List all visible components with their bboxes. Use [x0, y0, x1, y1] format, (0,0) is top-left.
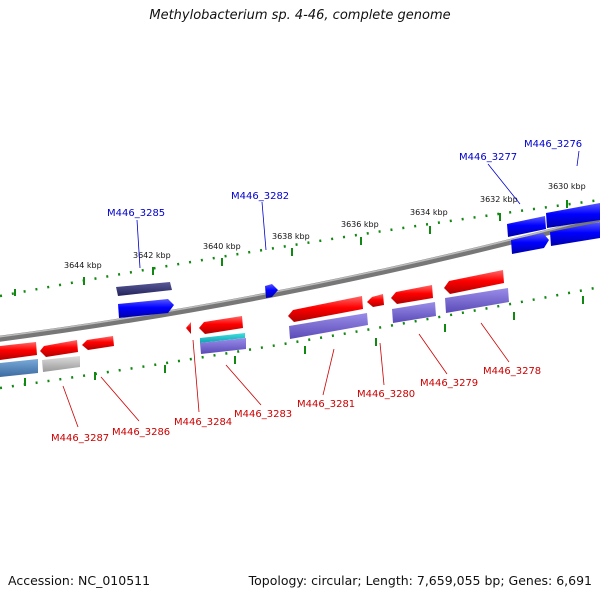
gene-label: M446_3280: [357, 389, 415, 400]
gene-feature[interactable]: [200, 333, 245, 343]
lower-gene-features: [0, 270, 509, 377]
gene-feature[interactable]: [445, 288, 509, 313]
gene-label: M446_3278: [483, 366, 541, 377]
lower-scale: [0, 285, 600, 390]
gene-feature[interactable]: [288, 296, 363, 322]
gene-label: M446_3276: [524, 139, 582, 150]
gene-label: M446_3279: [420, 378, 478, 389]
gene-feature[interactable]: [444, 270, 504, 294]
scale-label: 3630 kbp: [548, 182, 586, 191]
scale-label: 3644 kbp: [64, 261, 102, 270]
upper-gene-features: [116, 203, 600, 318]
gene-feature[interactable]: [82, 336, 114, 350]
scale-labels: 3630 kbp 3632 kbp 3634 kbp 3636 kbp 3638…: [64, 182, 586, 270]
scale-label: 3642 kbp: [133, 251, 171, 260]
gene-feature[interactable]: [391, 285, 433, 304]
gene-feature[interactable]: [186, 322, 191, 334]
gene-feature[interactable]: [367, 294, 384, 307]
scale-label: 3634 kbp: [410, 208, 448, 217]
gene-feature[interactable]: [118, 299, 174, 318]
upper-gene-labels: M446_3276 M446_3277 M446_3282 M446_3285: [107, 139, 582, 269]
gene-feature[interactable]: [507, 216, 546, 237]
gene-label: M446_3285: [107, 208, 165, 219]
gene-feature[interactable]: [392, 302, 436, 323]
gene-label: M446_3287: [51, 433, 109, 444]
gene-feature[interactable]: [550, 222, 600, 246]
scale-label: 3636 kbp: [341, 220, 379, 229]
gene-label: M446_3284: [174, 417, 232, 428]
genome-summary-text: Topology: circular; Length: 7,659,055 bp…: [248, 573, 592, 588]
gene-feature[interactable]: [199, 316, 243, 334]
gene-feature[interactable]: [511, 233, 549, 254]
gene-feature[interactable]: [265, 284, 278, 298]
gene-feature[interactable]: [42, 356, 80, 372]
scale-label: 3632 kbp: [480, 195, 518, 204]
gene-label: M446_3286: [112, 427, 170, 438]
upper-scale: [0, 198, 600, 298]
gene-feature[interactable]: [40, 340, 78, 357]
scale-label: 3638 kbp: [272, 232, 310, 241]
gene-label: M446_3283: [234, 409, 292, 420]
gene-feature[interactable]: [116, 282, 172, 296]
map-title: Methylobacterium sp. 4-46, complete geno…: [149, 8, 451, 23]
gene-feature[interactable]: [0, 342, 37, 360]
accession-text: Accession: NC_010511: [8, 573, 151, 588]
gene-label: M446_3281: [297, 399, 355, 410]
gene-label: M446_3282: [231, 191, 289, 202]
gene-feature[interactable]: [289, 313, 368, 339]
scale-label: 3640 kbp: [203, 242, 241, 251]
gene-feature[interactable]: [200, 338, 246, 354]
lower-gene-labels: M446_3278 M446_3279 M446_3280 M446_3281 …: [51, 322, 541, 444]
gene-feature[interactable]: [0, 359, 38, 377]
gene-feature[interactable]: [546, 203, 600, 228]
gene-label: M446_3277: [459, 152, 517, 163]
